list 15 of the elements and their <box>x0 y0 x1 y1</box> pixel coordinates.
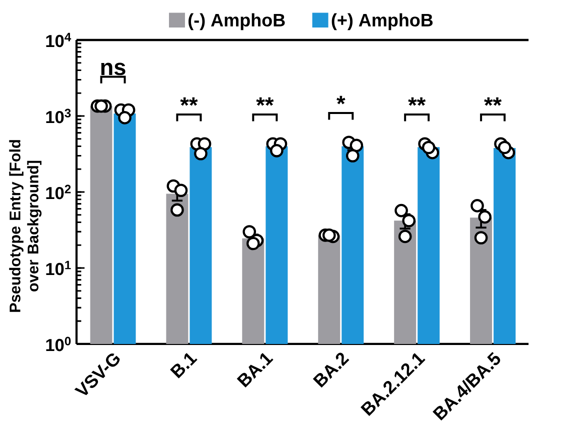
legend-label: (+) AmphoB <box>332 13 433 30</box>
y-axis-title: Pseudotype Entry [Fold over Background] <box>9 140 42 312</box>
annotation: * <box>336 96 346 104</box>
x-tick-label: B.1 <box>170 353 198 378</box>
annotation: ** <box>180 97 198 106</box>
y-tick-label: 10$^{3}$ <box>46 108 71 124</box>
y-tick-label: 10$^{0}$ <box>46 336 71 352</box>
annotation: ** <box>408 97 426 106</box>
annotation: ns <box>101 62 126 76</box>
y-tick-label: 10$^{4}$ <box>46 32 72 48</box>
legend-label: (-) AmphoB <box>188 13 285 30</box>
annotation: ** <box>484 97 502 106</box>
y-tick-label: 10$^{2}$ <box>46 184 71 200</box>
annotation: ** <box>256 97 274 106</box>
y-tick-label: 10$^{1}$ <box>46 260 71 276</box>
